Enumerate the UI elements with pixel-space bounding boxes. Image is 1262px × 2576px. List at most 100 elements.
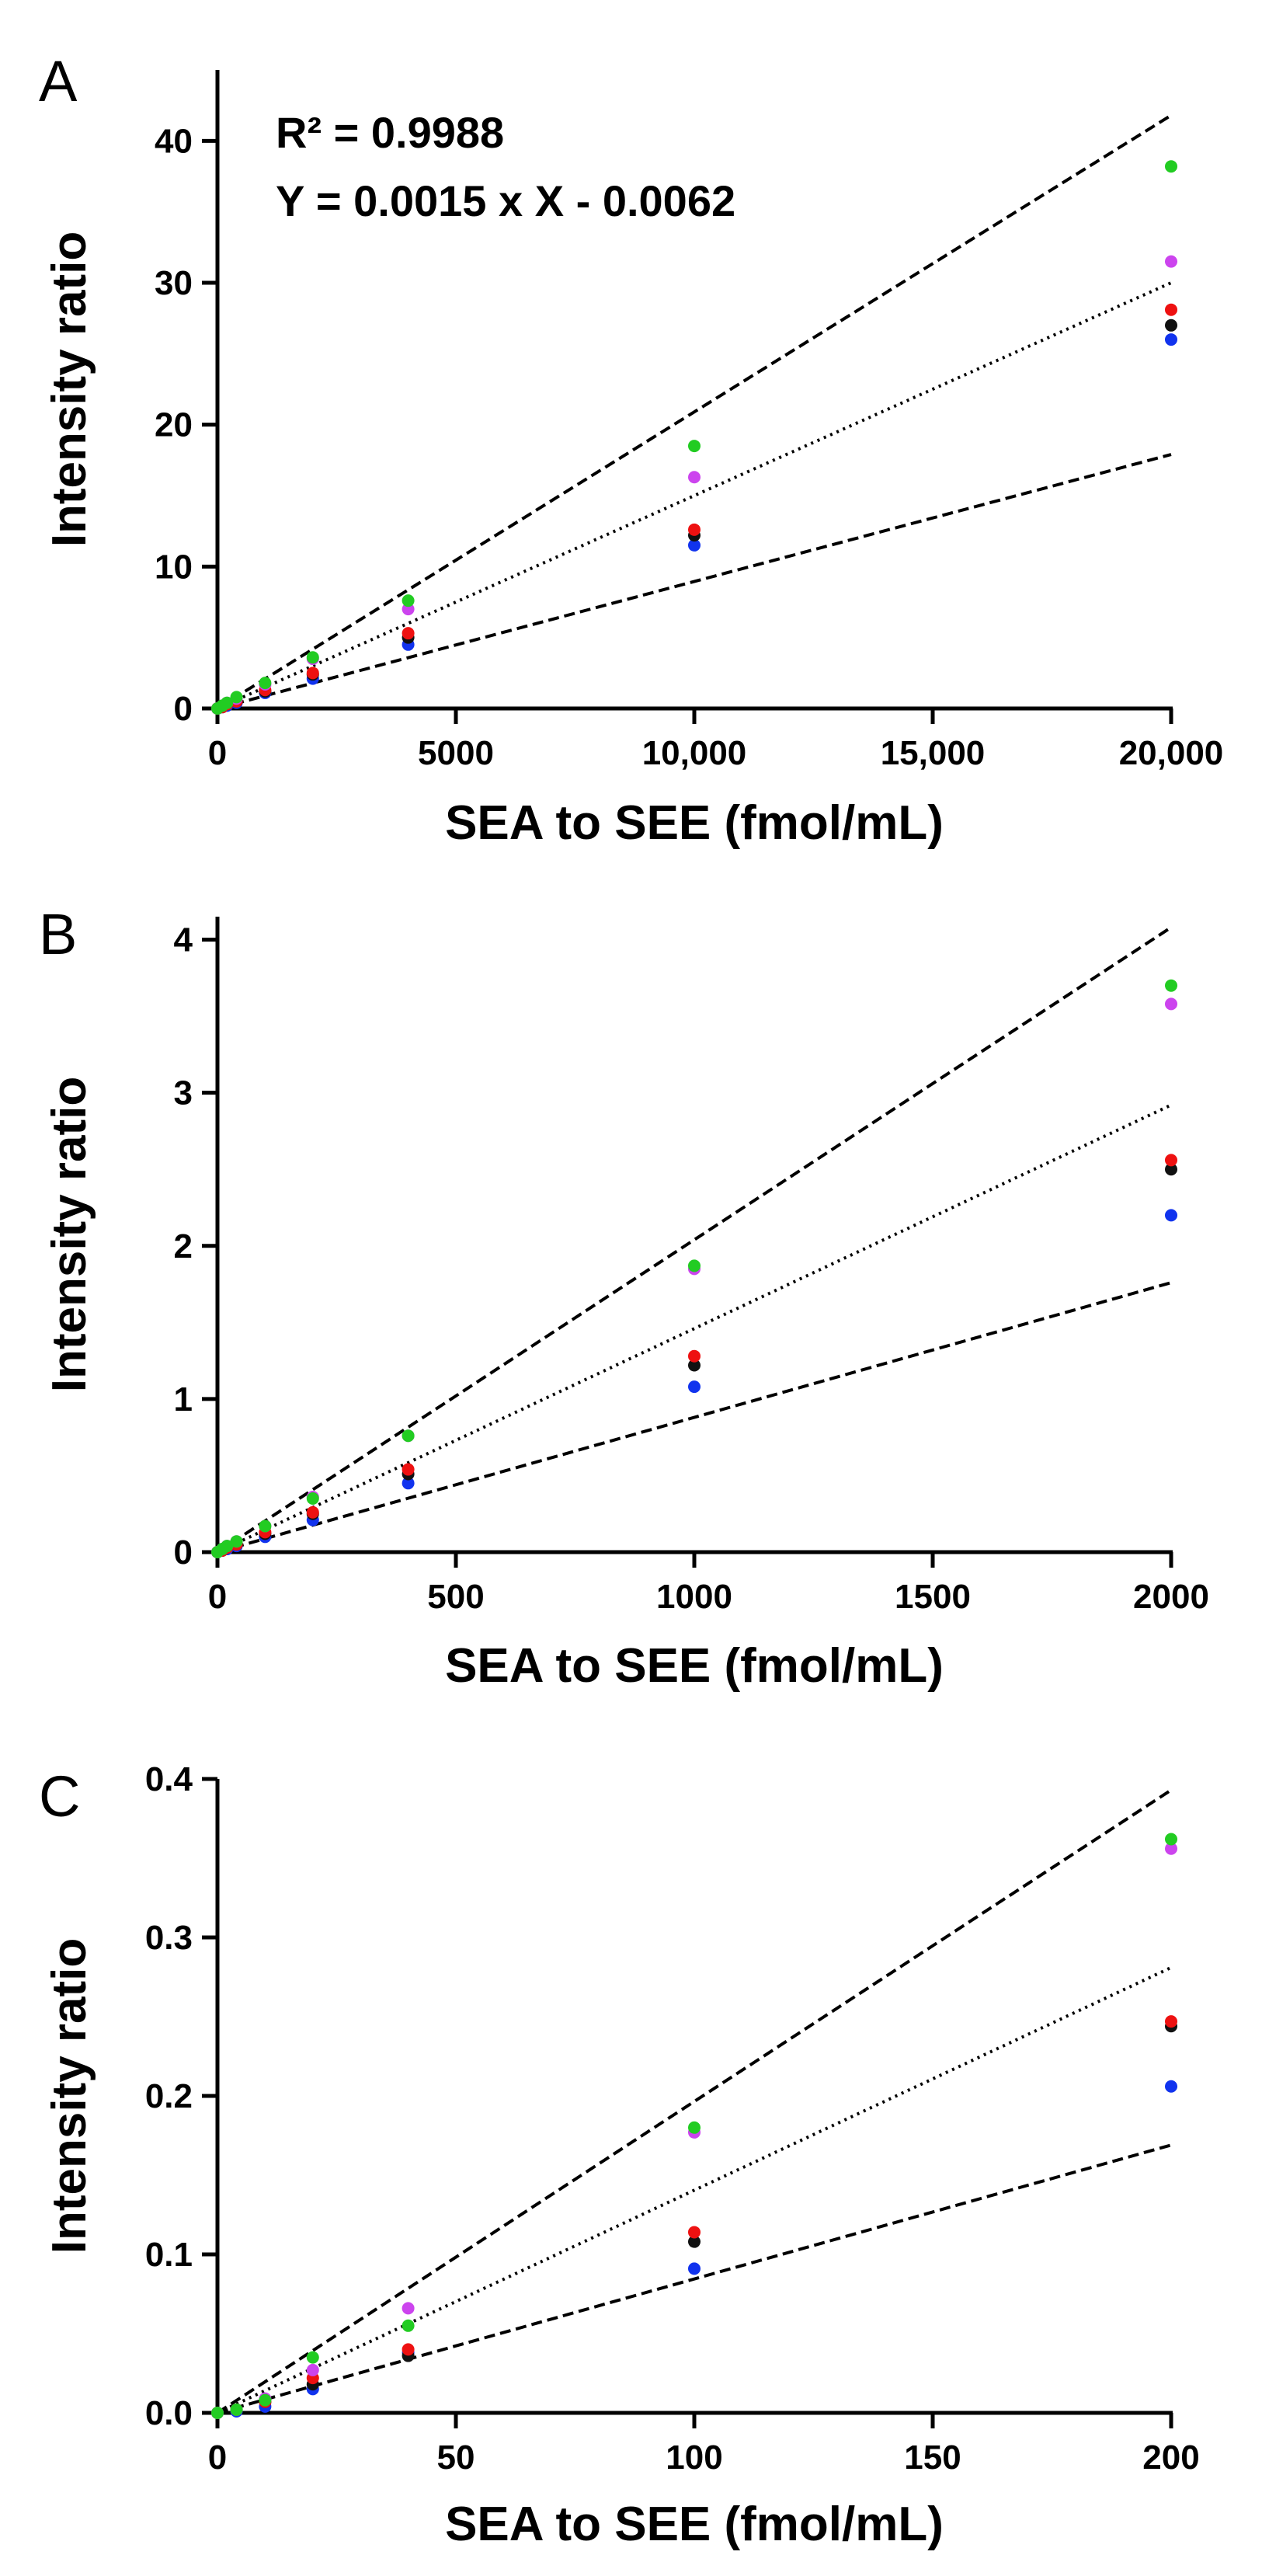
data-point-series-0 bbox=[688, 1259, 701, 1272]
x-tick-label: 1500 bbox=[895, 1578, 971, 1616]
x-tick-label: 100 bbox=[666, 2438, 722, 2477]
data-point-series-2 bbox=[1165, 303, 1177, 316]
data-point-series-2 bbox=[306, 1506, 319, 1519]
data-point-series-0 bbox=[230, 691, 243, 704]
x-tick-label: 2000 bbox=[1133, 1578, 1209, 1616]
y-tick-label: 30 bbox=[155, 264, 193, 302]
data-point-series-2 bbox=[402, 2343, 415, 2356]
data-point-series-1 bbox=[1165, 997, 1177, 1011]
y-tick-label: 0.0 bbox=[145, 2394, 193, 2432]
x-axis-label: SEA to SEE (fmol/mL) bbox=[445, 2498, 944, 2551]
data-point-series-0 bbox=[221, 696, 234, 709]
x-tick-label: 500 bbox=[427, 1578, 484, 1616]
fit-line-2 bbox=[217, 1281, 1172, 1554]
y-tick-label: 3 bbox=[174, 1074, 193, 1112]
data-point-series-1 bbox=[688, 471, 701, 484]
data-point-series-0 bbox=[688, 2121, 701, 2134]
data-point-series-0 bbox=[402, 594, 415, 607]
data-point-series-1 bbox=[402, 603, 415, 616]
x-tick-label: 5000 bbox=[418, 734, 494, 772]
y-tick-label: 0.3 bbox=[145, 1919, 193, 1957]
panel-letter: C bbox=[39, 1764, 80, 1829]
fit-line-1 bbox=[217, 1103, 1172, 1554]
y-tick-label: 4 bbox=[174, 921, 193, 959]
y-tick-label: 1 bbox=[174, 1380, 193, 1419]
data-point-series-0 bbox=[259, 677, 272, 690]
data-point-series-4 bbox=[688, 1380, 701, 1394]
data-point-series-0 bbox=[230, 2403, 243, 2416]
x-axis-label: SEA to SEE (fmol/mL) bbox=[445, 1639, 944, 1693]
data-point-series-4 bbox=[1165, 333, 1177, 346]
data-point-series-0 bbox=[306, 1492, 319, 1506]
data-point-series-4 bbox=[402, 1477, 415, 1490]
data-point-series-3 bbox=[1165, 319, 1177, 332]
panel-letter: A bbox=[39, 49, 78, 113]
fit-line-2 bbox=[217, 453, 1172, 710]
data-point-series-2 bbox=[688, 2226, 701, 2239]
annotation-1: Y = 0.0015 x X - 0.0062 bbox=[276, 176, 735, 225]
x-tick-label: 1000 bbox=[656, 1578, 732, 1616]
annotation-0: R² = 0.9988 bbox=[276, 108, 504, 157]
panel-letter: B bbox=[39, 902, 77, 966]
y-tick-label: 0.1 bbox=[145, 2236, 193, 2274]
data-point-series-0 bbox=[230, 1535, 243, 1548]
y-tick-label: 0.2 bbox=[145, 2077, 193, 2115]
y-tick-label: 10 bbox=[155, 548, 193, 586]
y-tick-label: 40 bbox=[155, 122, 193, 160]
data-point-series-1 bbox=[306, 2363, 319, 2376]
panel-c: C 0.0 0.1 0.2 0.3 0.4 0 50 100 150 200 SEA to SEE (… bbox=[39, 1760, 1200, 2551]
x-tick-label: 50 bbox=[437, 2438, 475, 2477]
data-point-series-2 bbox=[688, 523, 701, 536]
data-point-series-0 bbox=[402, 2319, 415, 2332]
data-point-series-0 bbox=[1165, 160, 1177, 173]
y-tick-label: 2 bbox=[174, 1227, 193, 1265]
data-point-series-2 bbox=[1165, 2015, 1177, 2028]
x-tick-label: 20,000 bbox=[1119, 734, 1224, 772]
data-point-series-2 bbox=[306, 667, 319, 680]
data-point-series-0 bbox=[1165, 979, 1177, 992]
x-tick-label: 200 bbox=[1142, 2438, 1199, 2477]
x-tick-label: 10,000 bbox=[642, 734, 747, 772]
panel-b: B 0 1 2 3 4 0 500 1000 1500 2000 SEA to SEE (fmol/m… bbox=[39, 902, 1209, 1693]
x-tick-label: 0 bbox=[208, 1578, 227, 1616]
x-tick-label: 0 bbox=[208, 734, 227, 772]
y-tick-label: 20 bbox=[155, 406, 193, 444]
data-point-series-3 bbox=[1165, 1163, 1177, 1176]
y-tick-label: 0 bbox=[174, 1533, 193, 1572]
data-point-series-1 bbox=[402, 2302, 415, 2315]
data-point-series-2 bbox=[1165, 1154, 1177, 1167]
data-point-series-4 bbox=[688, 2262, 701, 2275]
y-axis-label: Intensity ratio bbox=[43, 231, 96, 548]
x-tick-label: 0 bbox=[208, 2438, 227, 2477]
y-tick-label: 0 bbox=[174, 690, 193, 728]
fit-line-0 bbox=[216, 113, 1173, 710]
data-point-series-0 bbox=[306, 2351, 319, 2364]
x-tick-label: 150 bbox=[904, 2438, 961, 2477]
data-point-series-0 bbox=[211, 2407, 224, 2419]
y-axis-label: Intensity ratio bbox=[43, 1077, 96, 1393]
data-point-series-4 bbox=[688, 538, 701, 552]
fit-line-0 bbox=[216, 1788, 1173, 2414]
data-point-series-4 bbox=[1165, 2080, 1177, 2093]
x-axis-label: SEA to SEE (fmol/mL) bbox=[445, 796, 944, 850]
data-point-series-1 bbox=[1165, 255, 1177, 268]
data-point-series-0 bbox=[688, 440, 701, 453]
fit-line-2 bbox=[217, 2143, 1172, 2414]
fit-line-1 bbox=[217, 281, 1172, 710]
x-tick-label: 15,000 bbox=[881, 734, 986, 772]
fit-line-1 bbox=[217, 1965, 1172, 2414]
data-point-series-3 bbox=[688, 2235, 701, 2248]
fit-line-0 bbox=[216, 926, 1173, 1554]
data-point-series-0 bbox=[306, 651, 319, 664]
data-point-series-0 bbox=[221, 1540, 234, 1553]
data-point-series-0 bbox=[259, 1519, 272, 1533]
data-point-series-1 bbox=[1165, 1842, 1177, 1855]
y-tick-label: 0.4 bbox=[145, 1760, 193, 1798]
data-point-series-4 bbox=[1165, 1209, 1177, 1222]
data-point-series-0 bbox=[259, 2393, 272, 2407]
data-point-series-0 bbox=[1165, 1833, 1177, 1846]
data-point-series-3 bbox=[688, 1359, 701, 1372]
data-point-series-2 bbox=[402, 1463, 415, 1476]
data-point-series-2 bbox=[402, 627, 415, 640]
